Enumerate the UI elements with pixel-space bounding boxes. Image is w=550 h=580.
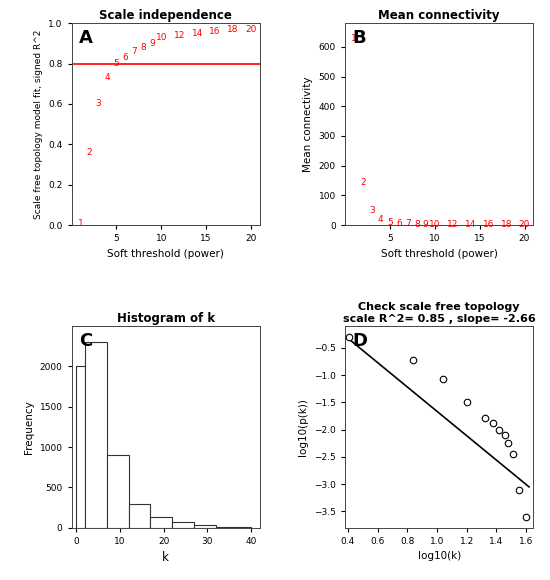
- Text: 3: 3: [96, 99, 101, 108]
- Point: [504, 438, 513, 448]
- Title: Mean connectivity: Mean connectivity: [378, 9, 500, 22]
- Text: A: A: [79, 29, 93, 47]
- Bar: [151, 517, 172, 528]
- Text: 3: 3: [369, 206, 375, 215]
- Text: B: B: [353, 29, 366, 47]
- Bar: [107, 455, 129, 528]
- Text: 16: 16: [210, 27, 221, 36]
- Text: 20: 20: [245, 25, 257, 34]
- Bar: [172, 522, 194, 528]
- Bar: [85, 342, 107, 528]
- Text: 8: 8: [414, 220, 420, 229]
- Point: [495, 425, 504, 434]
- Title: Scale independence: Scale independence: [100, 9, 232, 22]
- Point: [463, 398, 471, 407]
- Text: 18: 18: [501, 220, 512, 229]
- Point: [514, 485, 523, 494]
- Text: D: D: [353, 332, 367, 350]
- Text: 5: 5: [113, 59, 119, 68]
- Text: 6: 6: [123, 53, 128, 62]
- Y-axis label: Frequency: Frequency: [24, 400, 34, 454]
- Text: 8: 8: [140, 43, 146, 52]
- X-axis label: log10(k): log10(k): [417, 552, 461, 561]
- Text: 2: 2: [87, 148, 92, 157]
- Point: [480, 413, 489, 422]
- Text: 6: 6: [396, 219, 402, 228]
- Point: [522, 512, 531, 521]
- Title: Histogram of k: Histogram of k: [117, 312, 215, 325]
- Text: 12: 12: [174, 31, 185, 40]
- Y-axis label: Mean connectivity: Mean connectivity: [303, 77, 313, 172]
- X-axis label: k: k: [162, 552, 169, 564]
- Bar: [129, 503, 151, 528]
- Text: 1: 1: [351, 34, 357, 42]
- Y-axis label: log10(p(k)): log10(p(k)): [299, 398, 309, 456]
- Point: [345, 332, 354, 342]
- Text: 16: 16: [483, 220, 494, 229]
- Y-axis label: Scale free topology model fit, signed R^2: Scale free topology model fit, signed R^…: [34, 30, 42, 219]
- Bar: [194, 525, 216, 528]
- Text: 9: 9: [150, 39, 155, 48]
- Bar: [76, 367, 85, 528]
- Text: 4: 4: [104, 73, 110, 82]
- X-axis label: Soft threshold (power): Soft threshold (power): [107, 249, 224, 259]
- Text: 9: 9: [423, 220, 428, 229]
- Text: C: C: [79, 332, 92, 350]
- Text: 7: 7: [131, 47, 138, 56]
- Text: 7: 7: [405, 219, 411, 229]
- Text: 14: 14: [191, 29, 203, 38]
- Bar: [216, 527, 251, 528]
- X-axis label: Soft threshold (power): Soft threshold (power): [381, 249, 498, 259]
- Title: Check scale free topology
scale R^2= 0.85 , slope= -2.66: Check scale free topology scale R^2= 0.8…: [343, 302, 536, 324]
- Text: 5: 5: [387, 218, 393, 227]
- Text: 10: 10: [429, 220, 441, 229]
- Point: [489, 418, 498, 427]
- Text: 12: 12: [447, 220, 458, 229]
- Text: 1: 1: [78, 219, 84, 227]
- Text: 18: 18: [227, 25, 239, 34]
- Point: [501, 430, 510, 440]
- Point: [438, 375, 447, 384]
- Text: 20: 20: [519, 220, 530, 229]
- Point: [409, 355, 417, 364]
- Text: 2: 2: [360, 177, 366, 187]
- Text: 14: 14: [465, 220, 476, 229]
- Point: [508, 450, 517, 459]
- Text: 4: 4: [378, 215, 384, 224]
- Text: 10: 10: [156, 33, 167, 42]
